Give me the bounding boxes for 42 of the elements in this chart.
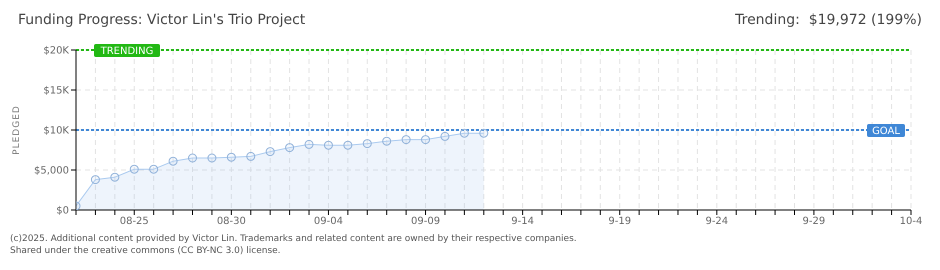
x-tick-label: 9-14	[511, 216, 534, 228]
point	[460, 128, 469, 138]
ref-line-label: TRENDING	[100, 46, 154, 57]
point	[188, 154, 198, 162]
point	[168, 156, 178, 166]
x-tick-label: 10-4	[900, 216, 922, 228]
x-tick-label: 09-09	[411, 216, 440, 228]
point	[382, 136, 392, 146]
y-tick-label: $0	[56, 206, 69, 217]
chart-subtitle: Trending: $19,972 (199%)	[735, 12, 922, 28]
ref-line-label: GOAL	[872, 126, 900, 137]
point	[246, 152, 256, 161]
point	[285, 143, 294, 152]
chart-title: Funding Progress: Victor Lin's Trio Project	[18, 12, 306, 28]
point	[343, 140, 352, 150]
x-tick-label: 9-19	[608, 216, 632, 228]
point	[90, 175, 100, 184]
x-tick-label: 9-29	[802, 216, 826, 228]
y-tick-label: $10K	[43, 126, 70, 137]
point	[440, 132, 450, 141]
point	[130, 164, 139, 174]
point	[149, 164, 158, 174]
point	[324, 140, 333, 150]
x-tick-label: 08-25	[120, 216, 149, 228]
point	[421, 135, 430, 144]
text: Shared under the creative commons (CC BY-NC 3.0) license.	[10, 245, 282, 257]
y-tick-label: $5,000	[34, 166, 69, 177]
x-tick-label: 09-04	[314, 216, 343, 228]
point	[226, 152, 236, 162]
y-tick-label: $20K	[43, 46, 70, 57]
x-tick-label: 08-30	[216, 216, 246, 228]
point	[479, 128, 488, 138]
point	[207, 154, 216, 162]
point	[110, 172, 120, 182]
y-tick-label: $15K	[43, 86, 70, 97]
x-tick-label: 9-24	[705, 216, 728, 228]
y-axis-title: PLEDGED	[12, 105, 22, 155]
point	[402, 135, 411, 144]
point	[304, 140, 314, 149]
point	[266, 147, 275, 156]
point	[362, 139, 372, 148]
text: (c)2025. Additional content provided by Victor Lin. Trademarks and related content are owned by their respective companies.	[10, 233, 577, 245]
